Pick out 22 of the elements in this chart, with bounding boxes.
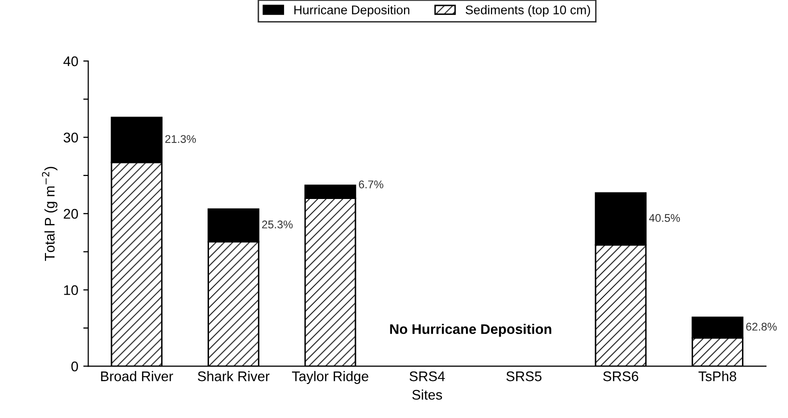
annotation: No Hurricane Deposition [390,324,552,337]
y-tick-label: 40 [63,56,78,66]
x-tick-label: Broad River [101,371,174,382]
y-tick-label: 20 [64,208,78,219]
x-tick-label: Shark River [198,371,270,382]
x-tick-label: SRS4 [410,371,445,382]
legend-label: Sediments (top 10 cm) [466,5,590,17]
legend-label: Hurricane Deposition [294,5,410,17]
annotation: 25.3% [262,220,293,228]
y-tick-label: 30 [64,132,78,142]
annotation: 6.7% [358,180,384,188]
x-tick-label: TsPh8 [698,371,736,382]
y-tick-label: 0 [71,362,78,372]
x-tick-label: SRS5 [506,371,542,382]
x-tick-label: SRS6 [603,371,638,382]
x-tick-label: Taylor Ridge [292,371,368,384]
y-axis-title: Total P (g m$^{−2}$) [42,166,58,261]
y-tick-label: 10 [64,285,78,296]
x-axis-title: Sites [412,390,442,400]
annotation: 21.3% [165,135,196,143]
annotation: 62.8% [746,322,777,331]
annotation: 40.5% [649,214,680,222]
